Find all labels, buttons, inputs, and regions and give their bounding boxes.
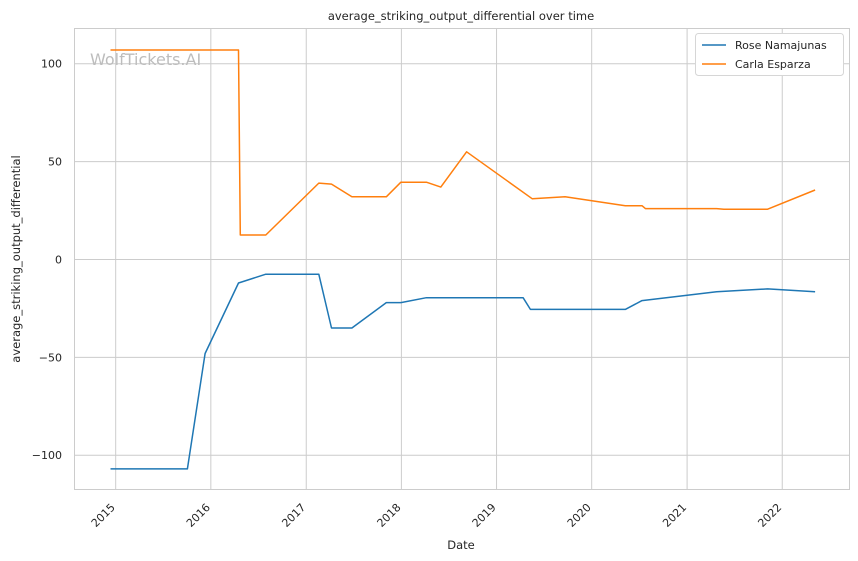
y-tick-label: 0 — [55, 253, 62, 266]
x-tick-label: 2017 — [279, 501, 308, 530]
watermark: WolfTickets.AI — [90, 50, 201, 69]
legend-label-1: Carla Esparza — [735, 58, 811, 71]
x-tick-label: 2016 — [184, 501, 213, 530]
x-tick-label: 2018 — [375, 501, 404, 530]
series-line-1 — [110, 49, 816, 236]
chart-title: average_striking_output_differential ove… — [328, 9, 594, 23]
x-tick-labels: 2015 2016 2017 2018 2019 2020 2021 2022 — [89, 501, 785, 530]
x-tick-label: 2020 — [565, 501, 594, 530]
legend-box — [695, 33, 844, 76]
y-tick-labels: 100 50 0 −50 −100 — [32, 58, 62, 463]
x-tick-label: 2015 — [89, 501, 118, 530]
y-tick-label: 50 — [48, 156, 62, 169]
legend: Rose Namajunas Carla Esparza — [695, 33, 844, 76]
legend-label-0: Rose Namajunas — [735, 39, 827, 52]
series-line-0 — [110, 273, 816, 470]
y-tick-label: 100 — [41, 58, 62, 71]
x-tick-label: 2019 — [470, 501, 499, 530]
x-tick-label: 2021 — [660, 501, 689, 530]
grid — [74, 28, 850, 490]
plot-frame — [74, 28, 850, 490]
y-axis-label: average_striking_output_differential — [9, 155, 23, 362]
x-tick-label: 2022 — [755, 501, 784, 530]
series-lines — [110, 49, 816, 470]
y-tick-label: −100 — [32, 449, 62, 462]
y-tick-label: −50 — [39, 351, 62, 364]
x-axis-label: Date — [447, 538, 475, 552]
